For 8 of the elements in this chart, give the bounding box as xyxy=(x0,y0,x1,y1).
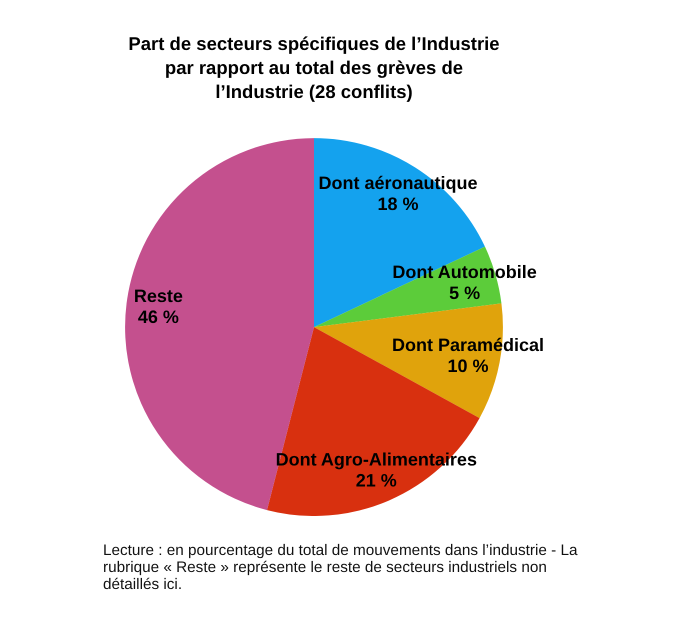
data-label: 18 % xyxy=(378,194,419,214)
data-label: 46 % xyxy=(138,306,179,327)
chart-title: Part de secteurs spécifiques de l’Industrie par rapport au total des grèves de l’Industrie (28 conflits) xyxy=(128,33,500,102)
slice-label: Reste xyxy=(134,286,183,306)
data-label: 5 % xyxy=(449,282,480,303)
data-label: 21 % xyxy=(356,470,397,490)
text: Lecture : en pourcentage du total de mouvements dans l’industrie - La rubrique « Reste » représente le reste de secteurs industriels non détaillés ici. xyxy=(103,542,578,593)
data-label: 10 % xyxy=(448,356,489,376)
